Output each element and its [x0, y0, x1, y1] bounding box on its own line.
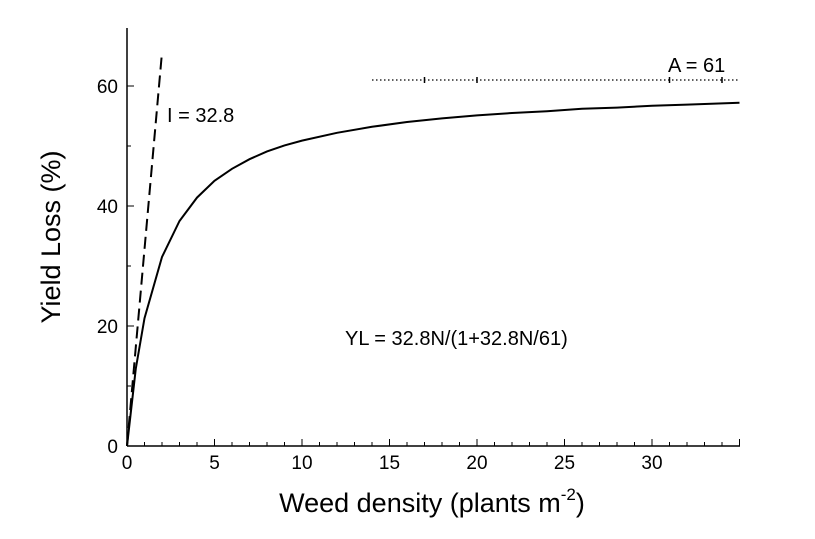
x-axis-title-main: Weed density (plants m: [279, 488, 561, 518]
x-tick-label: 15: [379, 453, 400, 474]
y-tick-label: 20: [97, 317, 118, 338]
equation-label: YL = 32.8N/(1+32.8N/61): [345, 328, 568, 350]
tick-labels: 0 5 10 15 20 25 30 0 20 40 60: [97, 77, 663, 474]
x-axis-title-close: ): [576, 488, 585, 518]
initial-slope-line: [126, 52, 163, 447]
y-tick-label: 0: [107, 437, 118, 458]
y-tick-label: 60: [97, 77, 118, 98]
x-axis-title: Weed density (plants m-2): [279, 485, 585, 518]
x-tick-label: 0: [122, 453, 133, 474]
x-tick-label: 5: [209, 453, 220, 474]
initial-slope-label: I = 32.8: [167, 105, 234, 127]
yield-loss-curve: [126, 101, 740, 447]
x-tick-label: 30: [641, 453, 662, 474]
x-axis-title-superscript: -2: [561, 485, 576, 504]
y-axis-title: Yield Loss (%): [36, 150, 66, 323]
axes: [126, 28, 740, 447]
series-layer: [126, 52, 740, 447]
x-tick-label: 25: [554, 453, 575, 474]
ticks: [126, 85, 740, 447]
y-tick-label: 40: [97, 197, 118, 218]
x-tick-label: 20: [466, 453, 487, 474]
x-tick-label: 10: [291, 453, 312, 474]
asymptote-label: A = 61: [668, 55, 725, 77]
